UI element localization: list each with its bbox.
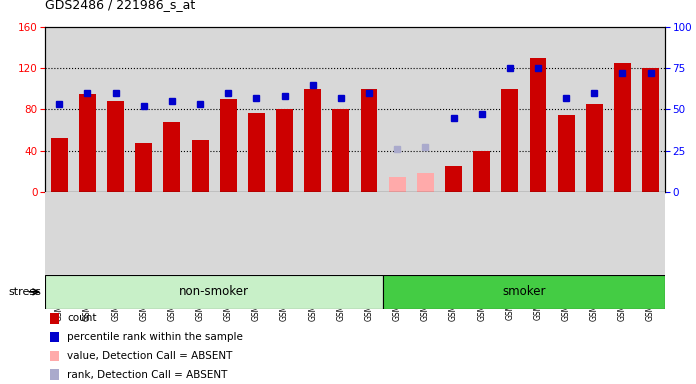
Bar [276,109,293,192]
Bar [164,122,180,192]
Text: GDS2486 / 221986_s_at: GDS2486 / 221986_s_at [45,0,196,12]
Bar [417,174,434,192]
Bar [51,138,68,192]
Bar [614,63,631,192]
Bar [79,94,96,192]
Bar [389,177,406,192]
Bar [445,166,462,192]
Text: non-smoker: non-smoker [179,285,249,298]
Text: percentile rank within the sample: percentile rank within the sample [67,332,243,342]
Bar [333,109,349,192]
Bar [383,275,665,309]
Bar [530,58,546,192]
Bar [135,144,152,192]
Bar [501,89,519,192]
Bar [473,151,490,192]
Bar [49,332,59,342]
Bar [107,101,124,192]
Text: count: count [67,313,97,323]
Bar [49,351,59,361]
Bar [361,89,377,192]
Bar [49,369,59,380]
Bar [49,313,59,324]
Bar [557,114,575,192]
Text: stress: stress [8,287,41,297]
Bar [248,113,265,192]
Text: smoker: smoker [502,285,546,298]
Text: value, Detection Call = ABSENT: value, Detection Call = ABSENT [67,351,232,361]
Bar [586,104,603,192]
Bar [220,99,237,192]
Bar [642,68,659,192]
Text: rank, Detection Call = ABSENT: rank, Detection Call = ABSENT [67,370,228,380]
Bar [304,89,321,192]
Bar [45,275,383,309]
Bar [191,141,209,192]
